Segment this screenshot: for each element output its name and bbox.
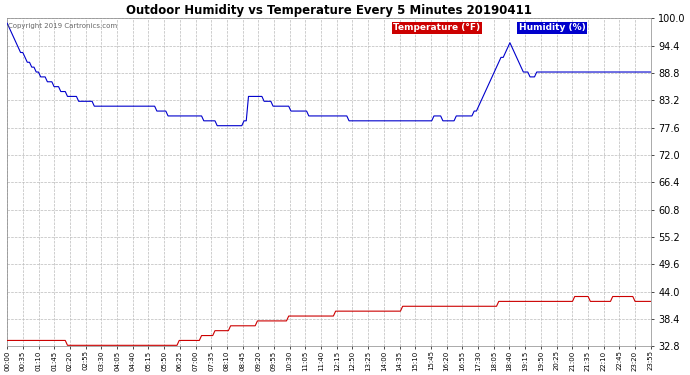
Text: Copyright 2019 Cartronics.com: Copyright 2019 Cartronics.com (8, 23, 117, 29)
Title: Outdoor Humidity vs Temperature Every 5 Minutes 20190411: Outdoor Humidity vs Temperature Every 5 … (126, 4, 532, 17)
Text: Temperature (°F): Temperature (°F) (393, 23, 480, 32)
Text: Humidity (%): Humidity (%) (519, 23, 586, 32)
